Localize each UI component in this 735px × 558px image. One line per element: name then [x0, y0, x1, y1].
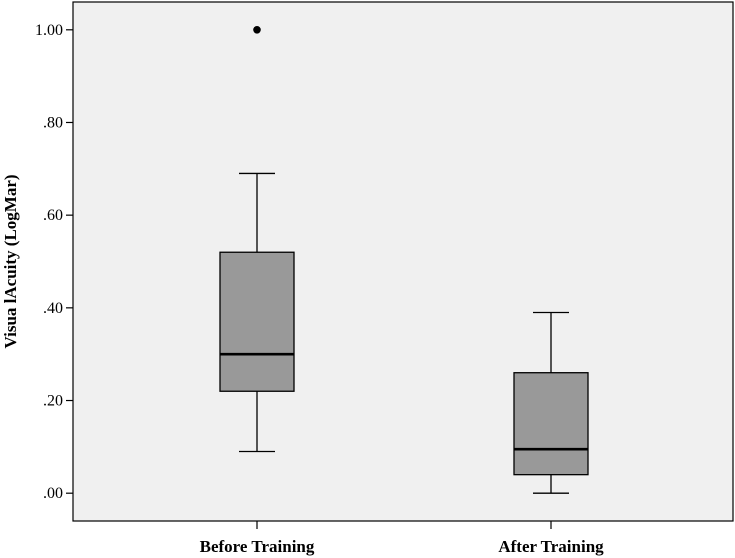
y-tick-label: .00: [43, 485, 63, 502]
y-tick-label: .60: [43, 207, 63, 224]
box-iqr: [219, 251, 295, 392]
x-category-label: Before Training: [200, 537, 315, 556]
box-group: [513, 311, 589, 494]
y-tick-label: .80: [43, 114, 63, 131]
outlier-point: [253, 26, 261, 34]
box-series: [219, 26, 589, 494]
y-tick-label: .20: [43, 393, 63, 410]
y-tick-label: 1.00: [35, 22, 63, 39]
x-axis: Before Training After Training: [200, 521, 604, 556]
y-axis: .00 .20 .40 .60 .80 1.00: [35, 22, 73, 502]
x-category-label: After Training: [498, 537, 604, 556]
plot-area: [72, 1, 734, 522]
box-group: [219, 26, 295, 453]
box-iqr: [513, 372, 589, 476]
y-tick-label: .40: [43, 300, 63, 317]
y-axis-label: Visua lAcuity (LogMar): [1, 174, 20, 348]
